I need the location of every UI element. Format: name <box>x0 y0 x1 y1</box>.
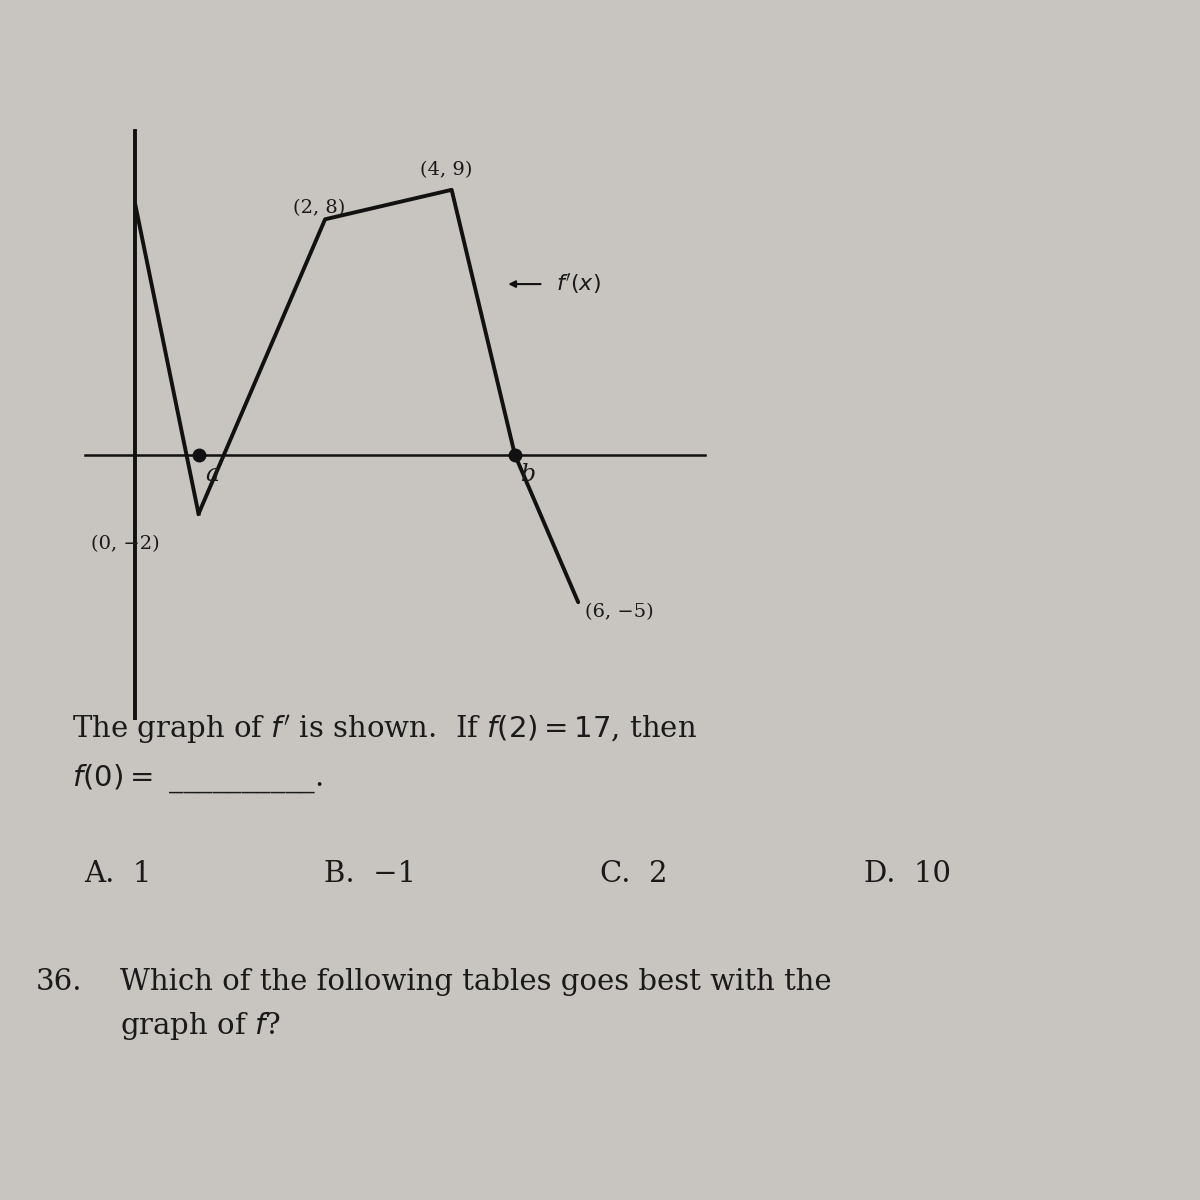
Text: C.  2: C. 2 <box>600 860 667 888</box>
Text: (2, 8): (2, 8) <box>294 199 346 217</box>
Text: A.  1: A. 1 <box>84 860 151 888</box>
Text: The graph of $f'$ is shown.  If $f(2) = 17$, then: The graph of $f'$ is shown. If $f(2) = 1… <box>72 713 697 746</box>
Text: b: b <box>521 463 536 486</box>
Text: Which of the following tables goes best with the: Which of the following tables goes best … <box>120 968 832 996</box>
Text: $f(0) =$ __________.: $f(0) =$ __________. <box>72 763 323 796</box>
Text: $f'(x)$: $f'(x)$ <box>556 272 601 296</box>
Text: (6, −5): (6, −5) <box>584 602 653 620</box>
Text: (0, −2): (0, −2) <box>91 535 160 553</box>
Text: 36.: 36. <box>36 968 83 996</box>
Text: D.  10: D. 10 <box>864 860 952 888</box>
Text: graph of $f$?: graph of $f$? <box>120 1010 281 1043</box>
Text: (4, 9): (4, 9) <box>420 161 473 179</box>
Text: B.  −1: B. −1 <box>324 860 416 888</box>
Text: a: a <box>205 463 218 486</box>
